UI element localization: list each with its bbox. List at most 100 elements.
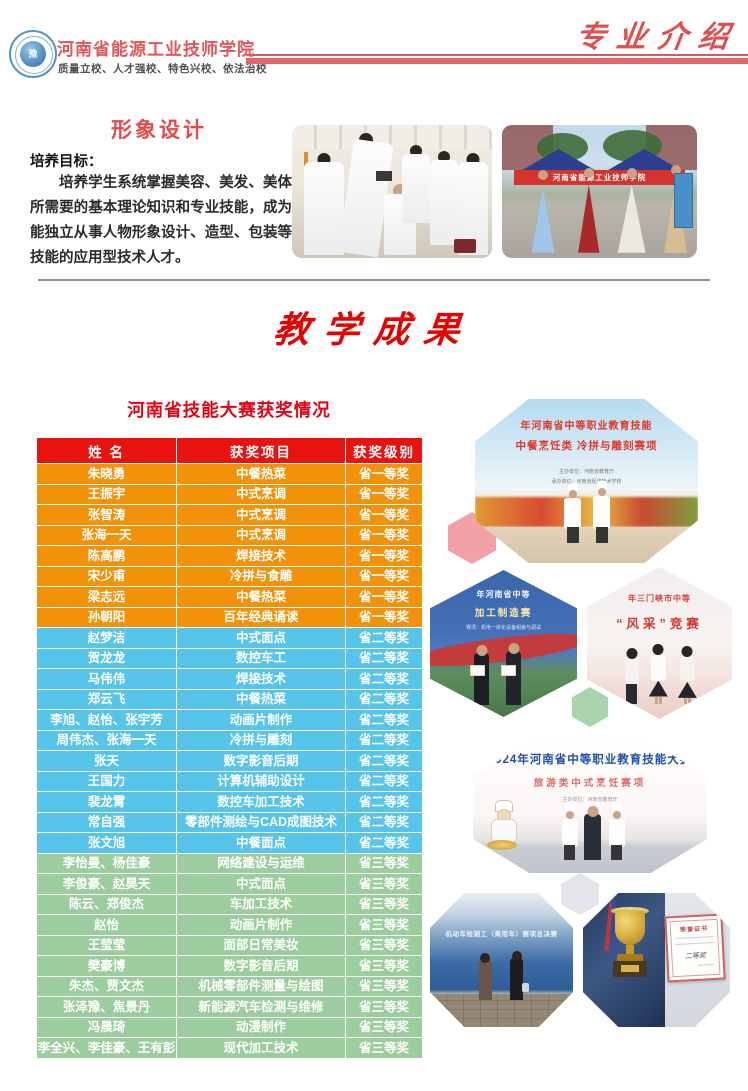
trophy-backdrop: [583, 893, 666, 1027]
makeup-case: [454, 238, 476, 253]
cell-project: 中式烹调: [176, 524, 346, 546]
table-row: 梁志远 中餐热菜 省一等奖: [36, 586, 423, 608]
cell-name: 梁志远: [36, 586, 177, 608]
cell-name: 周伟杰、张海一天: [36, 729, 177, 751]
cell-level: 省二等奖: [345, 832, 423, 854]
cell-name: 贺龙龙: [36, 647, 177, 669]
school-name: 河南省能源工业技师学院: [57, 40, 255, 59]
table-row: 孙朝阳 百年经典诵读 省一等奖: [36, 606, 423, 628]
cell-project: 现代加工技术: [176, 1037, 346, 1059]
table-row: 常自强 零部件测绘与CAD成图技术 省二等奖: [36, 811, 423, 833]
decor-hexagon-green: [572, 687, 608, 727]
header-red-bar: [246, 58, 748, 64]
cell-name: 张文旭: [36, 832, 177, 854]
table-row: 马伟伟 焊接技术 省二等奖: [36, 668, 423, 690]
organizer-line: 主办单位：河南省教育厅: [562, 796, 618, 803]
school-logo: 豫: [9, 30, 57, 78]
photo-2024-contest: 2024年河南省中等职业教育技能大赛 旅游类中式烹饪赛项 主办单位：河南省教育厅: [473, 742, 707, 873]
table-row: 赵梦洁 中式面点 省二等奖: [36, 627, 423, 649]
trophy-stem: [626, 945, 634, 955]
cell-level: 省二等奖: [345, 811, 423, 833]
section-divider: [38, 279, 710, 281]
photo-fashion-show: 河南省能源工业技师学院: [502, 125, 697, 258]
student-figure: [402, 145, 430, 224]
col-header-name: 姓 名: [36, 437, 177, 464]
trophy-plaque: [621, 965, 639, 972]
cell-project: 冷拼与食雕: [176, 565, 346, 587]
col-header-project: 获奖项目: [176, 437, 346, 464]
cell-level: 省二等奖: [345, 688, 423, 710]
banner-line2: 加工制造赛: [474, 608, 533, 620]
table-row: 王国力 计算机辅助设计 省二等奖: [36, 770, 423, 792]
table-row: 宋少甫 冷拼与食雕 省一等奖: [36, 565, 423, 587]
header-thin-line: [246, 54, 748, 56]
chef-cartoon: [487, 800, 521, 852]
cell-project: 计算机辅助设计: [176, 770, 346, 792]
cell-project: 数控车工: [176, 647, 346, 669]
table-row: 陈云、郑俊杰 车加工技术 省三等奖: [36, 893, 423, 915]
trophy-cup: [615, 911, 645, 945]
cell-level: 省三等奖: [345, 996, 423, 1018]
coach-figure: [584, 805, 602, 860]
cell-level: 省三等奖: [345, 852, 423, 874]
cell-name: 常自强: [36, 811, 177, 833]
cell-name: 张泽豫、焦景丹: [36, 996, 177, 1018]
cell-project: 中式烹调: [176, 504, 346, 526]
cell-project: 百年经典诵读: [176, 606, 346, 628]
student-figure: [677, 645, 697, 704]
cell-project: 冷拼与雕刻: [176, 729, 346, 751]
banner-line1: 年河南省中等: [476, 590, 531, 600]
cell-level: 省二等奖: [345, 668, 423, 690]
col-header-level: 获奖级别: [345, 437, 423, 464]
cell-project: 动画片制作: [176, 914, 346, 936]
cell-name: 赵梦洁: [36, 627, 177, 649]
cell-name: 裴龙霄: [36, 791, 177, 813]
cell-level: 省一等奖: [345, 586, 423, 608]
banner-line1: 机动车检测工（乘用车）赛项总决赛: [445, 930, 558, 938]
table-row: 张智涛 中式烹调 省一等奖: [36, 504, 423, 526]
stage-floor: [475, 526, 698, 563]
cell-level: 省三等奖: [345, 955, 423, 977]
vegetable-band: [475, 497, 698, 527]
banner-line1: 2024年河南省中等职业教育技能大赛: [487, 754, 693, 767]
chef-figure: [561, 803, 578, 860]
cell-level: 省一等奖: [345, 504, 423, 526]
cell-name: 李俊豪、赵昊天: [36, 873, 177, 895]
cell-project: 中餐热菜: [176, 586, 346, 608]
photo-machining-award: 年河南省中等 加工制造赛 赛项：机电一体化设备组装与调试: [430, 570, 577, 717]
photo-makeup-class: [292, 125, 492, 258]
cell-name: 王振宇: [36, 483, 177, 505]
student-figure: [430, 150, 458, 245]
vending-machine: [673, 172, 694, 229]
cell-name: 王国力: [36, 770, 177, 792]
cell-name: 陈高鹏: [36, 545, 177, 567]
cell-project: 机械零部件测量与绘图: [176, 975, 346, 997]
table-row: 李俊豪、赵昊天 中式面点 省三等奖: [36, 873, 423, 895]
cell-name: 陈云、郑俊杰: [36, 893, 177, 915]
table-row: 张天 数字影音后期 省二等奖: [36, 750, 423, 772]
stone-ground: [430, 993, 573, 1027]
table-row: 李旭、赵怡、张宇芳 动画片制作 省二等奖: [36, 709, 423, 731]
model-white-gown: [615, 167, 648, 253]
cell-level: 省二等奖: [345, 770, 423, 792]
cell-name: 樊豪博: [36, 955, 177, 977]
banner-line1: 年三门峡市中等: [628, 593, 691, 603]
cell-level: 省一等奖: [345, 483, 423, 505]
banner-line3: 赛项：机电一体化设备组装与调试: [465, 625, 541, 632]
cell-level: 省三等奖: [345, 1016, 423, 1038]
table-row: 赵怡 动画片制作 省三等奖: [36, 914, 423, 936]
cell-level: 省二等奖: [345, 627, 423, 649]
table-row: 裴龙霄 数控车加工技术 省二等奖: [36, 791, 423, 813]
cell-project: 中餐面点: [176, 832, 346, 854]
cell-name: 宋少甫: [36, 565, 177, 587]
cell-project: 数控车加工技术: [176, 791, 346, 813]
cell-project: 中餐热菜: [176, 463, 346, 485]
cell-project: 网络建设与运维: [176, 852, 346, 874]
cell-project: 中式面点: [176, 627, 346, 649]
cell-level: 省三等奖: [345, 975, 423, 997]
model-blue-gown: [529, 170, 556, 253]
table-header-row: 姓 名 获奖项目 获奖级别: [36, 437, 423, 464]
table-row: 王莹莹 面部日常美妆 省三等奖: [36, 934, 423, 956]
cell-level: 省一等奖: [345, 463, 423, 485]
